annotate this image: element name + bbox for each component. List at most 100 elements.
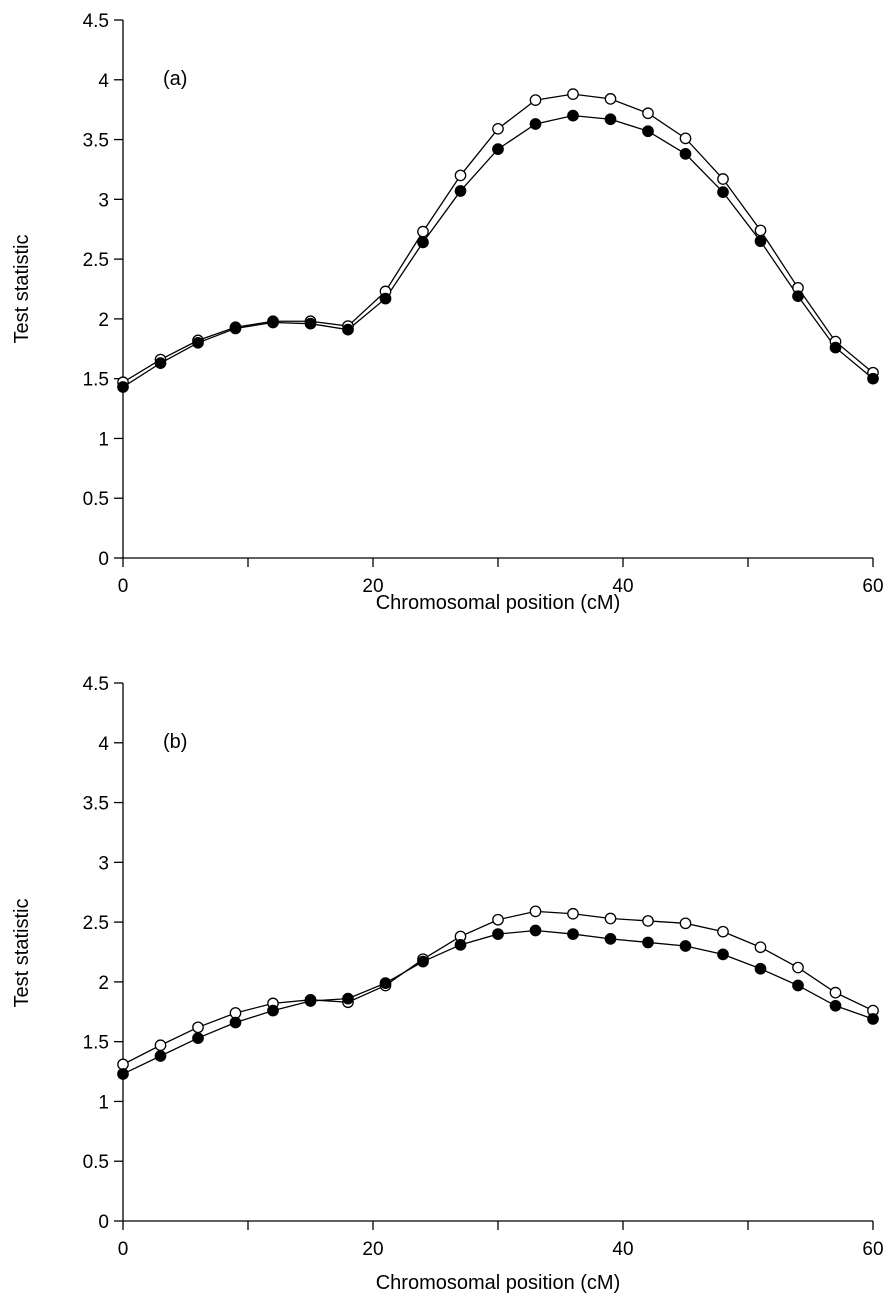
y-axis-title: Test statistic (11, 235, 33, 344)
open-circle-point (417, 225, 429, 238)
x-tick-label: 40 (612, 1239, 633, 1260)
open-circle-point (642, 107, 654, 120)
open-circle-point (754, 224, 767, 237)
open-circle-point (604, 93, 617, 105)
open-circle-point (192, 1021, 204, 1034)
filled-circle-point (679, 940, 692, 952)
open-circle-point (679, 132, 692, 145)
open-circle-point (529, 94, 542, 106)
filled-circle-point (754, 962, 767, 975)
filled-circle-point (717, 948, 729, 961)
y-tick-label: 4.5 (83, 11, 109, 32)
y-tick-label: 2 (98, 310, 109, 331)
filled-circle-point (829, 341, 842, 354)
open-circle-point (229, 1007, 242, 1019)
y-tick-label: 1 (98, 429, 109, 450)
open-circle-point (567, 88, 579, 100)
filled-circle-point (679, 148, 692, 160)
filled-circle-point (342, 992, 354, 1005)
x-tick-label: 60 (862, 1239, 883, 1260)
filled-circle-point (154, 357, 167, 369)
y-tick-label: 3 (98, 853, 109, 874)
y-tick-label: 4 (98, 71, 109, 92)
x-tick-label: 20 (362, 576, 383, 597)
y-tick-label: 0.5 (83, 489, 109, 510)
y-tick-label: 2 (98, 973, 109, 994)
y-tick-label: 3 (98, 190, 109, 211)
y-tick-label: 1.5 (83, 370, 109, 391)
filled-circle-point (417, 236, 429, 249)
y-tick-label: 0 (98, 549, 109, 570)
filled-circle-point (117, 381, 129, 393)
filled-circle-point (604, 113, 617, 126)
filled-circle-point (642, 125, 654, 138)
open-circle-point (792, 961, 804, 974)
filled-circle-point (379, 292, 392, 305)
y-tick-label: 2.5 (83, 913, 109, 934)
open-circle-point (492, 122, 504, 135)
y-tick-label: 4 (98, 734, 109, 755)
filled-circle-point (267, 316, 279, 329)
filled-circle-point (492, 928, 504, 940)
filled-circle-point (304, 995, 317, 1007)
x-tick-label: 40 (612, 576, 633, 597)
filled-circle-point (717, 186, 729, 199)
x-axis-title: Chromosomal position (cM) (376, 1272, 621, 1294)
filled-circle-point (117, 1068, 129, 1080)
x-axis-title: Chromosomal position (cM) (376, 592, 621, 614)
filled-circle-point (492, 143, 504, 155)
filled-circle-point (829, 999, 842, 1012)
filled-circle-point (754, 235, 767, 248)
filled-circle-point (192, 1032, 204, 1044)
filled-circle-point (154, 1050, 167, 1062)
open-circle-point (454, 169, 467, 182)
filled-circle-point (567, 928, 579, 940)
open-circle-point (604, 912, 617, 925)
open-circle-point (154, 1039, 167, 1052)
filled-circle-point (229, 1016, 242, 1029)
filled-circle-point (454, 938, 467, 951)
x-tick-label: 60 (862, 576, 883, 597)
filled-circle-point (342, 323, 354, 336)
filled-circle-point (604, 932, 617, 945)
y-tick-label: 2.5 (83, 250, 109, 271)
y-tick-label: 3.5 (83, 131, 109, 152)
filled-circle-point (867, 1013, 879, 1025)
filled-circle-point (792, 979, 804, 992)
x-tick-label: 0 (118, 1239, 129, 1260)
filled-circle-point (529, 118, 542, 130)
filled-circle-point (192, 336, 204, 349)
filled-circle-point (304, 317, 317, 330)
open-circle-point (529, 905, 542, 918)
x-tick-label: 0 (118, 576, 129, 597)
filled-circle-point (379, 977, 392, 989)
open-circle-point (679, 917, 692, 930)
filled-circle-point (267, 1004, 279, 1017)
y-tick-label: 4.5 (83, 674, 109, 695)
y-axis-title: Test statistic (11, 899, 33, 1008)
open-circle-point (642, 915, 654, 927)
filled-circle-point (229, 322, 242, 335)
filled-circle-point (792, 290, 804, 303)
y-tick-label: 0 (98, 1212, 109, 1233)
open-circle-point (717, 173, 729, 185)
open-circle-point (567, 907, 579, 920)
axis-lines (122, 20, 873, 559)
open-circle-point (717, 925, 729, 938)
panel-label: (b) (163, 731, 187, 753)
filled-circle-point (567, 109, 579, 122)
open-circle-point (492, 913, 504, 926)
panel-label: (a) (163, 68, 187, 90)
filled-circle-point (529, 924, 542, 937)
x-tick-label: 20 (362, 1239, 383, 1260)
open-circle-point (754, 941, 767, 954)
chart-panel-b: (b) Chromosomal position (cM) Test stati… (11, 674, 884, 1294)
filled-circle-point (454, 185, 467, 197)
filled-circle-point (867, 372, 879, 385)
open-circle-point (829, 986, 842, 999)
series-line-filled (122, 114, 874, 388)
filled-circle-point (642, 936, 654, 949)
y-tick-label: 1 (98, 1092, 109, 1113)
chart-panel-a: (a) Chromosomal position (cM) Test stati… (11, 11, 884, 614)
